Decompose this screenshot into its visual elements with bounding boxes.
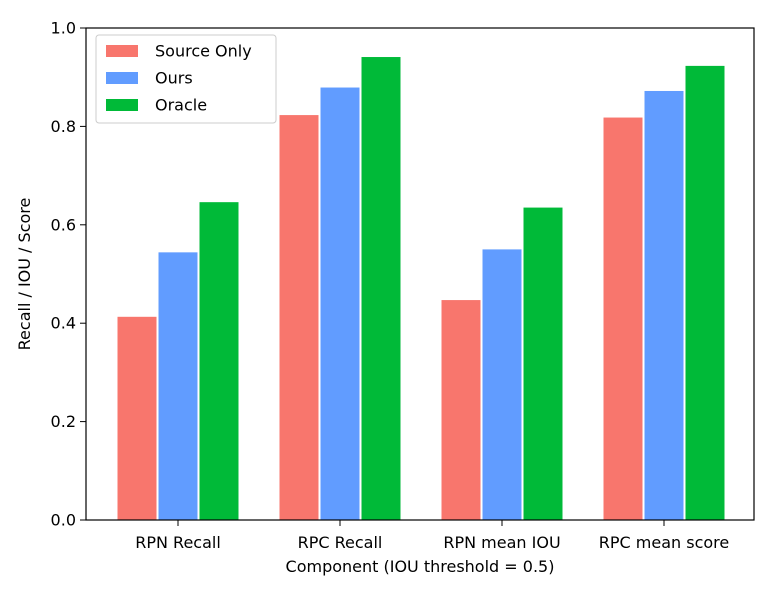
bar-2-1 (482, 249, 522, 520)
y-tick-label: 0.0 (51, 511, 76, 530)
bar-1-0 (279, 115, 319, 521)
y-tick-label: 0.4 (51, 314, 76, 333)
x-tick-label: RPC Recall (298, 533, 383, 552)
bars-layer (117, 57, 725, 521)
legend-label: Oracle (155, 96, 207, 115)
bar-3-1 (644, 90, 684, 520)
y-axis: 0.0 0.2 0.4 0.6 0.8 1.0 (51, 19, 86, 530)
bar-3-0 (603, 117, 643, 520)
legend-swatch (106, 72, 138, 84)
bar-3-2 (685, 65, 725, 520)
legend-frame (95, 34, 277, 124)
x-axis-label: Component (IOU threshold = 0.5) (286, 557, 555, 576)
bar-0-1 (158, 252, 198, 521)
x-tick-label: RPC mean score (599, 533, 729, 552)
x-axis: RPN Recall RPC Recall RPN mean IOU RPC mean… (135, 520, 729, 552)
legend-swatch (106, 45, 138, 57)
bar-2-0 (441, 300, 481, 520)
x-tick-label: RPN Recall (135, 533, 221, 552)
x-tick-label: RPN mean IOU (443, 533, 560, 552)
y-tick-label: 0.6 (51, 215, 76, 234)
legend: Source Only Ours Oracle (95, 34, 277, 124)
y-axis-label: Recall / IOU / Score (15, 198, 34, 351)
bar-1-2 (361, 57, 401, 520)
bar-2-2 (523, 207, 563, 520)
plot-frame (85, 27, 755, 521)
bar-1-1 (320, 87, 360, 521)
bar-0-2 (199, 202, 239, 520)
bar-0-0 (117, 316, 157, 520)
y-tick-label: 0.2 (51, 412, 76, 431)
legend-label: Source Only (155, 42, 252, 61)
legend-swatch (106, 99, 138, 111)
y-tick-label: 0.8 (51, 117, 76, 136)
y-tick-label: 1.0 (51, 19, 76, 38)
legend-label: Ours (155, 69, 193, 88)
